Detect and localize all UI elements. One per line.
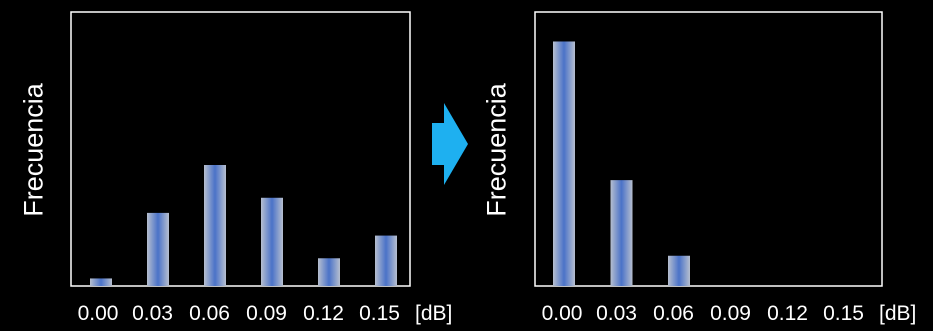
histogram-bar xyxy=(261,197,283,286)
histogram-bar xyxy=(204,165,226,286)
histogram-bar xyxy=(318,258,340,286)
histogram-bar xyxy=(553,41,575,287)
x-tick-labels: 0.00 0.03 0.06 0.09 0.12 0.15 [dB] xyxy=(536,302,917,326)
x-tick-label: 0.03 xyxy=(596,302,637,325)
y-axis-label: Frecuencia xyxy=(481,83,512,217)
x-tick-label: 0.12 xyxy=(303,302,344,325)
x-tick-label: 0.12 xyxy=(767,302,808,325)
x-tick-label: 0.15 xyxy=(823,302,864,325)
x-tick-label: 0.15 xyxy=(359,302,400,325)
bar-group xyxy=(90,165,397,286)
histogram-bar xyxy=(375,235,397,286)
bar-group xyxy=(553,41,690,287)
plot-frame xyxy=(70,11,411,287)
histogram-bar xyxy=(668,255,690,286)
y-axis-label: Frecuencia xyxy=(18,83,49,217)
x-tick-label: 0.00 xyxy=(541,302,583,325)
x-tick-label: 0.09 xyxy=(710,302,751,325)
x-tick-label: 0.06 xyxy=(653,302,694,325)
histogram-bar xyxy=(90,278,112,286)
x-axis-unit: [dB] xyxy=(879,302,917,325)
x-tick-label: 0.06 xyxy=(189,302,230,325)
right-arrow-icon xyxy=(432,103,468,185)
x-tick-label: 0.00 xyxy=(77,302,119,325)
x-tick-label: 0.09 xyxy=(246,302,287,325)
x-tick-label: 0.03 xyxy=(132,302,173,325)
x-axis-unit: [dB] xyxy=(415,302,453,325)
plot-frame xyxy=(534,11,883,287)
x-tick-labels: 0.00 0.03 0.06 0.09 0.12 0.15 [dB] xyxy=(72,302,453,326)
histogram-bar xyxy=(610,180,633,286)
histogram-bar xyxy=(147,212,169,286)
